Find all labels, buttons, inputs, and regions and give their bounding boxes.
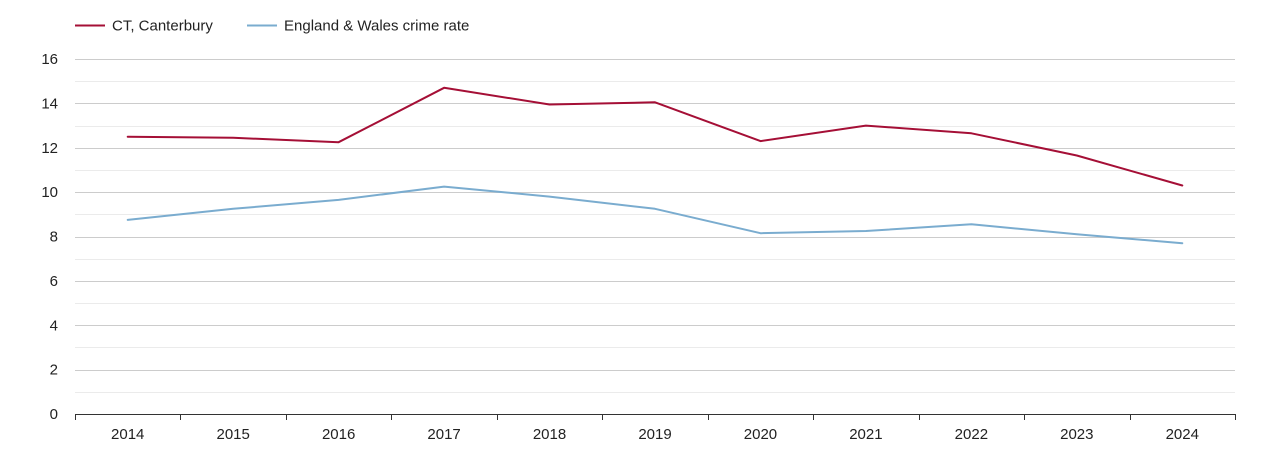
y-tick-label: 2 (50, 362, 58, 379)
x-tick-label: 2019 (638, 426, 671, 443)
y-axis: 0 2 4 6 8 10 12 14 16 (41, 51, 58, 423)
y-tick-label: 6 (50, 273, 58, 290)
x-axis: 2014 2015 2016 2017 2018 2019 2020 2021 2022 2023… (75, 414, 1236, 443)
y-tick-label: 14 (41, 95, 58, 112)
x-tick-label: 2024 (1166, 426, 1199, 443)
legend-label: England & Wales crime rate (284, 18, 469, 35)
legend-label: CT, Canterbury (112, 18, 213, 35)
x-tick-label: 2016 (322, 426, 355, 443)
series-line-canterbury (126, 86, 1184, 187)
x-tick-label: 2022 (955, 426, 988, 443)
y-tick-label: 4 (50, 317, 58, 334)
y-tick-label: 16 (41, 51, 58, 68)
x-tick-label: 2014 (111, 426, 144, 443)
y-tick-label: 0 (50, 406, 58, 423)
legend-item-canterbury: CT, Canterbury (75, 18, 213, 35)
x-tick-label: 2015 (216, 426, 249, 443)
x-tick-label: 2018 (533, 426, 566, 443)
y-tick-label: 8 (50, 229, 58, 246)
x-tick-label: 2017 (427, 426, 460, 443)
gridlines (75, 59, 1235, 393)
y-tick-label: 10 (41, 184, 58, 201)
x-tick-label: 2021 (849, 426, 882, 443)
x-tick-label: 2023 (1060, 426, 1093, 443)
x-tick-label: 2020 (744, 426, 777, 443)
legend-item-england-wales: England & Wales crime rate (247, 18, 469, 35)
series-line-england-wales (126, 185, 1184, 245)
chart-legend: CT, Canterbury England & Wales crime rate (75, 18, 469, 35)
y-tick-label: 12 (41, 140, 58, 157)
series-group (126, 86, 1184, 245)
